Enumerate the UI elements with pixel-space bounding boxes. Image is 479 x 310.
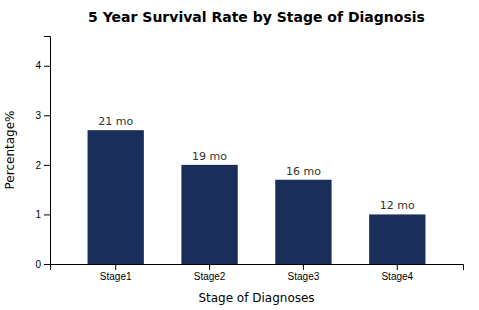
y-tick-mark [44, 264, 50, 265]
y-tick-mark [44, 214, 50, 215]
bar [181, 165, 237, 264]
x-tick: Stage4 [381, 264, 413, 282]
bar [88, 130, 144, 264]
y-tick-mark [44, 165, 50, 166]
y-tick: 0 [35, 259, 50, 270]
y-axis-title: Percentage% [3, 111, 17, 190]
x-tick-label: Stage2 [194, 271, 226, 282]
x-tick-mark [397, 264, 398, 270]
x-axis-title: Stage of Diagnoses [198, 291, 314, 305]
y-tick-label: 2 [35, 160, 41, 171]
bars [88, 130, 426, 264]
bar [369, 214, 425, 264]
x-tick: Stage3 [288, 264, 320, 282]
x-tick-label: Stage3 [288, 271, 320, 282]
y-axis-line [44, 37, 51, 265]
x-tick-label: Stage1 [100, 271, 132, 282]
y-tick-mark [44, 66, 50, 67]
x-tick-label: Stage4 [381, 271, 413, 282]
y-tick: 4 [35, 60, 50, 71]
y-tick-label: 3 [35, 110, 41, 121]
x-tick-mark [115, 264, 116, 270]
x-tick: Stage1 [100, 264, 132, 282]
x-axis-line [51, 265, 464, 271]
y-tick-label: 0 [35, 259, 41, 270]
data-labels: 21 mo 19 mo 16 mo 12 mo [98, 115, 415, 212]
y-tick: 1 [35, 209, 50, 220]
data-label: 21 mo [98, 115, 133, 128]
data-label: 16 mo [286, 165, 321, 178]
x-tick-mark [209, 264, 210, 270]
bar [275, 180, 331, 264]
x-tick-mark [303, 264, 304, 270]
plot: 21 mo19 mo16 mo12 moStage1Stage2Stage3St… [35, 37, 463, 283]
y-tick: 3 [35, 110, 50, 121]
y-axis: 0 1 2 3 4 [35, 37, 50, 270]
title: 5 Year Survival Rate by Stage of Diagnos… [88, 9, 425, 25]
x-tick: Stage2 [194, 264, 226, 282]
chart: 21 mo19 mo16 mo12 moStage1Stage2Stage3St… [0, 0, 479, 310]
x-axis: Stage1 Stage2 Stage3 Stage4 [51, 264, 464, 282]
y-tick: 2 [35, 160, 50, 171]
data-label: 12 mo [380, 199, 415, 212]
y-tick-label: 4 [35, 60, 41, 71]
y-tick-mark [44, 115, 50, 116]
data-label: 19 mo [192, 150, 227, 163]
y-tick-label: 1 [35, 209, 41, 220]
